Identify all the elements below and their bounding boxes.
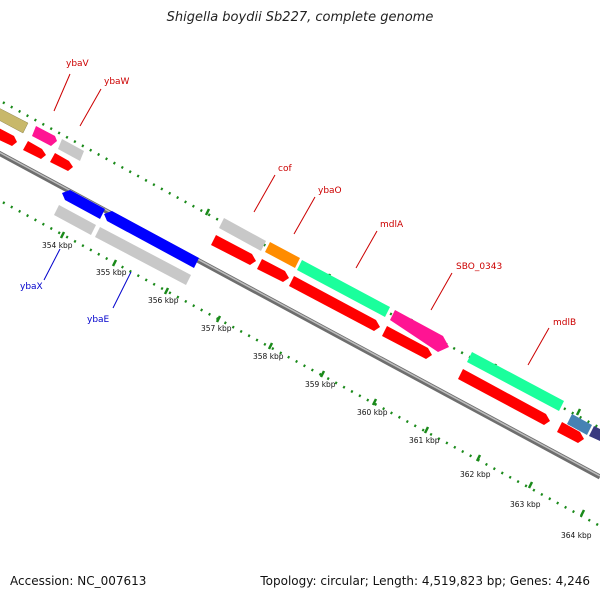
accession-text: Accession: NC_007613 [10,574,147,588]
gene-label-cof: cof [278,164,292,174]
genome-title: Shigella boydii Sb227, complete genome [166,10,434,25]
cds-feature [257,259,289,282]
gene-label-mdlB: mdlB [553,318,576,328]
gene-feature-steel [567,414,592,435]
tick-label: 364 kbp [561,531,592,540]
gene-feature-mdlB [467,352,564,411]
forward-cds-features [0,128,584,443]
tick-label: 363 kbp [510,500,541,509]
gene-feature-ybaV [32,126,57,146]
tick-label: 354 kbp [42,241,73,250]
gene-label-ybaX: ybaX [20,282,43,292]
cds-feature [382,326,432,359]
gene-label-SBO_0343: SBO_0343 [456,262,502,272]
gene-feature-ybaO [265,242,300,268]
reverse-features [54,190,199,285]
tick-label: 359 kbp [305,380,336,389]
gene-feature-mdlA [297,260,390,317]
tick-label: 361 kbp [409,436,440,445]
reverse-dotted-scale [0,199,600,528]
gene-feature-cof [219,218,266,251]
cds-feature [211,235,256,265]
cds-feature [458,369,550,425]
gene-label-ybaV: ybaV [66,59,90,69]
gene-feature-SBO_0343 [390,310,449,352]
reverse-labels: ybaX ybaE [20,248,132,325]
cds-feature [50,153,73,171]
forward-labels: ybaV ybaW cof ybaO mdlA SBO_0343 mdlB [53,59,576,366]
kbp-tick-labels: 354 kbp 355 kbp 356 kbp 357 kbp 358 kbp … [42,241,592,540]
gene-label-ybaW: ybaW [104,77,130,87]
gene-feature-grey-rev2 [95,227,191,285]
tick-label: 356 kbp [148,296,179,305]
gene-feature-grey-rev1 [54,205,96,235]
genome-summary-text: Topology: circular; Length: 4,519,823 bp… [260,574,590,588]
cds-feature [23,141,46,159]
reverse-scale-ticks [59,231,586,517]
tick-label: 362 kbp [460,470,491,479]
tick-label: 358 kbp [253,352,284,361]
gene-feature-purple [589,426,600,441]
gene-feature-ybaW [58,139,84,161]
tick-label: 357 kbp [201,324,232,333]
gene-feature-ybaE [104,211,199,268]
forward-features [0,108,600,441]
gene-feature-ybaX [62,190,105,219]
tick-label: 355 kbp [96,268,127,277]
gene-label-ybaE: ybaE [87,315,110,325]
gene-label-ybaO: ybaO [318,186,342,196]
cds-feature [289,276,380,331]
tick-label: 360 kbp [357,408,388,417]
cds-feature [0,128,17,146]
cds-feature [557,422,584,443]
gene-label-mdlA: mdlA [380,220,404,230]
gene-feature-olive [0,108,29,134]
